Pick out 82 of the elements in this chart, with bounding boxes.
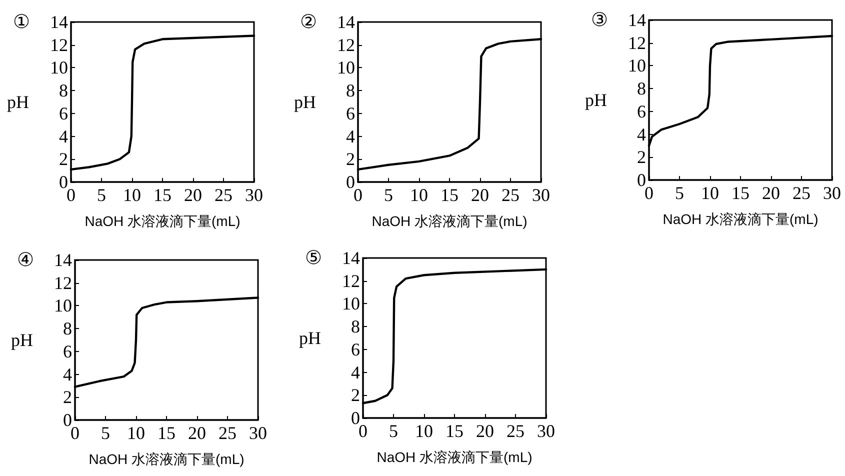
y-tick-label: 10 xyxy=(54,296,72,316)
y-tick-label: 14 xyxy=(342,248,360,268)
y-tick-label: 12 xyxy=(50,34,68,55)
chart-title: ③ xyxy=(591,10,608,31)
x-tick-label: 30 xyxy=(249,423,267,443)
x-tick-label: 5 xyxy=(97,185,106,205)
x-tick-label: 30 xyxy=(245,185,263,205)
x-tick-label: 10 xyxy=(123,185,141,205)
x-tick-label: 25 xyxy=(792,183,810,203)
x-tick-label: 5 xyxy=(101,423,110,443)
x-tick-label: 20 xyxy=(762,183,780,203)
y-tick-label: 14 xyxy=(50,12,68,32)
y-tick-label: 10 xyxy=(50,58,68,78)
y-tick-label: 2 xyxy=(59,149,68,170)
y-tick-label: 12 xyxy=(54,272,72,293)
x-tick-label: 25 xyxy=(218,423,236,443)
chart-title: ⑤ xyxy=(305,248,322,269)
x-axis-title: NaOH 水溶液滴下量(mL) xyxy=(88,451,244,467)
x-tick-label: 10 xyxy=(410,185,428,205)
y-tick-label: 2 xyxy=(351,385,360,406)
y-tick-label: 0 xyxy=(637,170,646,190)
y-tick-label: 12 xyxy=(628,32,646,53)
y-tick-label: 4 xyxy=(59,126,68,146)
y-tick-label: 6 xyxy=(59,103,68,124)
x-tick-label: 10 xyxy=(415,421,433,441)
x-axis-title: NaOH 水溶液滴下量(mL) xyxy=(662,211,818,227)
y-tick-label: 8 xyxy=(63,318,72,339)
y-tick-label: 0 xyxy=(351,408,360,428)
x-tick-label: 20 xyxy=(184,185,202,205)
y-tick-label: 8 xyxy=(351,316,360,337)
y-tick-label: 4 xyxy=(351,362,360,382)
y-tick-label: 8 xyxy=(637,78,646,99)
x-tick-label: 20 xyxy=(188,423,206,443)
x-tick-label: 20 xyxy=(471,185,489,205)
y-axis-title: pH xyxy=(294,92,316,112)
y-tick-label: 2 xyxy=(63,387,72,408)
chart-title: ④ xyxy=(17,250,34,271)
y-tick-label: 10 xyxy=(628,56,646,76)
x-tick-label: 5 xyxy=(389,421,398,441)
x-tick-label: 30 xyxy=(537,421,555,441)
y-tick-label: 6 xyxy=(637,101,646,122)
y-tick-label: 6 xyxy=(63,341,72,362)
y-tick-label: 10 xyxy=(342,294,360,314)
x-tick-label: 10 xyxy=(127,423,145,443)
y-tick-label: 2 xyxy=(346,149,355,170)
y-axis-title: pH xyxy=(7,92,29,112)
chart-title: ② xyxy=(300,12,317,33)
x-tick-label: 30 xyxy=(532,185,550,205)
x-tick-label: 15 xyxy=(154,185,172,205)
y-tick-label: 6 xyxy=(351,339,360,360)
x-axis-title: NaOH 水溶液滴下量(mL) xyxy=(372,213,528,229)
y-tick-label: 8 xyxy=(346,80,355,101)
y-tick-label: 4 xyxy=(63,364,72,384)
x-tick-label: 5 xyxy=(384,185,393,205)
x-axis-title: NaOH 水溶液滴下量(mL) xyxy=(84,213,240,229)
y-tick-label: 6 xyxy=(346,103,355,124)
x-tick-label: 15 xyxy=(446,421,464,441)
y-axis-title: pH xyxy=(585,90,607,110)
x-tick-label: 25 xyxy=(502,185,520,205)
y-tick-label: 12 xyxy=(342,270,360,291)
x-tick-label: 25 xyxy=(214,185,232,205)
y-tick-label: 12 xyxy=(337,34,355,55)
y-tick-label: 14 xyxy=(628,10,646,30)
y-axis-title: pH xyxy=(11,330,33,350)
x-tick-label: 20 xyxy=(476,421,494,441)
y-tick-label: 14 xyxy=(337,12,355,32)
x-tick-label: 30 xyxy=(823,183,841,203)
y-tick-label: 2 xyxy=(637,147,646,168)
x-tick-label: 15 xyxy=(732,183,750,203)
x-tick-label: 10 xyxy=(701,183,719,203)
y-tick-label: 14 xyxy=(54,250,72,270)
y-axis-title: pH xyxy=(299,328,321,348)
x-tick-label: 5 xyxy=(675,183,684,203)
y-tick-label: 4 xyxy=(346,126,355,146)
x-tick-label: 25 xyxy=(506,421,524,441)
chart-title: ① xyxy=(13,12,30,33)
x-axis-title: NaOH 水溶液滴下量(mL) xyxy=(376,449,532,465)
x-tick-label: 15 xyxy=(158,423,176,443)
y-tick-label: 10 xyxy=(337,58,355,78)
x-tick-label: 15 xyxy=(440,185,458,205)
y-tick-label: 4 xyxy=(637,124,646,144)
y-tick-label: 8 xyxy=(59,80,68,101)
